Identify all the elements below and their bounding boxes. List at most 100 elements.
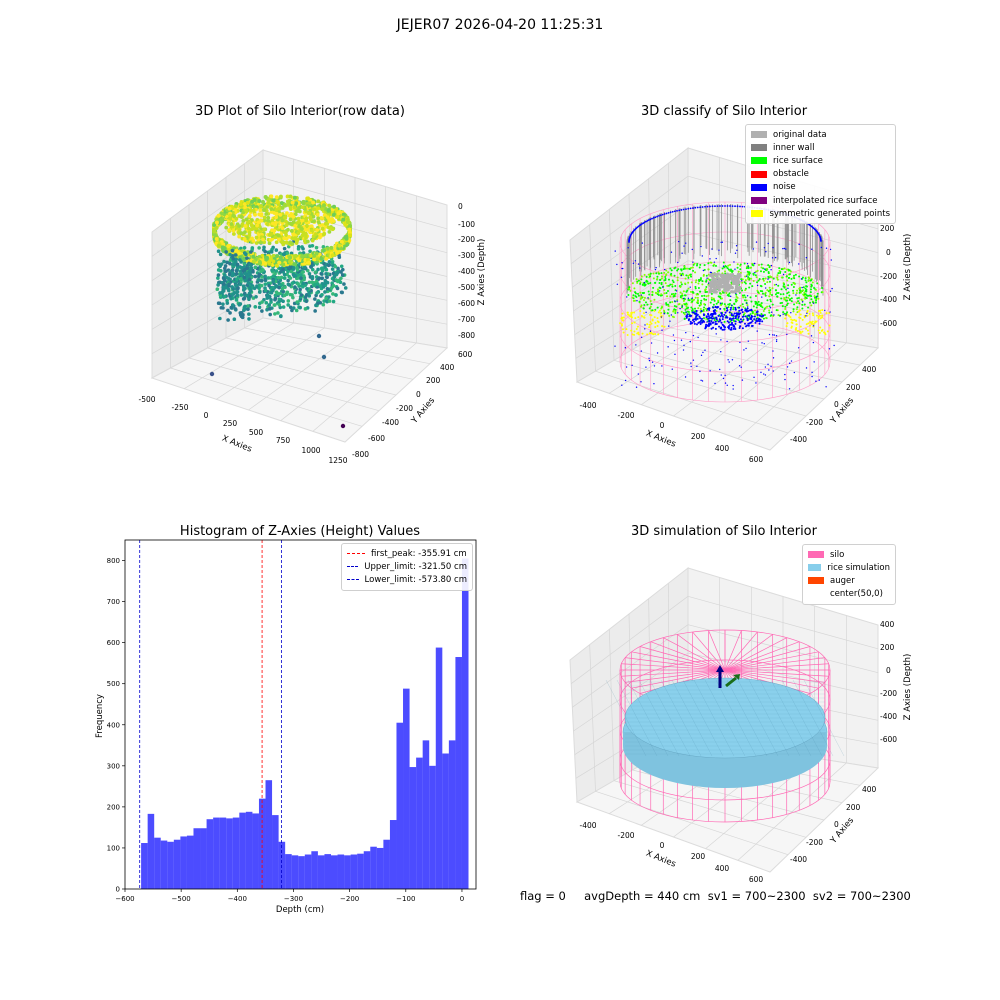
noise-point <box>682 208 685 211</box>
symmetric-point <box>661 325 664 328</box>
noise-point <box>734 268 736 270</box>
rice-surface-point <box>734 298 737 301</box>
rice-surface-point <box>754 274 757 277</box>
rice-surface-point <box>804 290 807 293</box>
noise-point <box>653 365 656 367</box>
rice-surface-point <box>647 282 650 285</box>
raw-point <box>260 309 264 313</box>
raw-point <box>255 223 259 228</box>
raw-point <box>253 305 258 309</box>
raw-point <box>251 254 256 259</box>
rice-surface-point <box>636 281 639 284</box>
rice-surface-point <box>656 288 659 291</box>
rice-surface-point <box>801 303 804 306</box>
raw-point <box>238 255 243 260</box>
raw-point <box>219 269 223 273</box>
rice-surface-point <box>674 266 677 269</box>
raw-ztick: -400 <box>458 267 475 276</box>
raw-point <box>321 302 326 307</box>
rice-surface-point <box>741 281 744 284</box>
classify-xtick: 0 <box>660 421 665 430</box>
raw-point <box>269 194 274 199</box>
noise-point <box>641 242 644 244</box>
noise-point <box>667 346 669 348</box>
noise-point <box>669 211 672 214</box>
noise-point <box>715 257 717 260</box>
noise-point <box>805 257 808 259</box>
classify-3d-plot[interactable]: -400 -200 0 200 400 600 400 200 0 -200 -… <box>500 0 1000 500</box>
histogram-bar <box>147 813 155 889</box>
histogram-frame <box>124 539 477 890</box>
noise-point <box>805 367 808 369</box>
original-data-point <box>728 276 733 280</box>
classify-xtick: -400 <box>579 401 596 410</box>
noise-point <box>760 371 762 374</box>
raw-point <box>245 200 250 205</box>
symmetric-point <box>806 314 809 317</box>
rice-surface-point <box>651 309 654 312</box>
raw-point <box>264 301 269 305</box>
symmetric-point <box>815 314 818 317</box>
noise-point <box>736 249 738 251</box>
rice-surface-point <box>704 291 707 294</box>
original-data-point <box>717 286 721 290</box>
classify-zlabel: Z Axies (Depth) <box>903 234 913 301</box>
raw-point <box>225 260 229 265</box>
original-data-point <box>725 272 729 276</box>
noise-point <box>661 365 663 367</box>
noise-point <box>710 316 713 319</box>
noise-point <box>770 264 773 267</box>
noise-point <box>727 321 730 324</box>
raw-point <box>327 260 332 264</box>
raw-point <box>320 226 325 231</box>
raw-3d-plot[interactable]: -500 -250 0 250 500 750 1000 1250 600 40… <box>0 0 500 500</box>
noise-point <box>724 205 726 207</box>
legend-swatch <box>751 170 767 178</box>
rice-surface-point <box>643 296 646 299</box>
histogram-chart[interactable]: −600 −500 −400 −300 −200 −100 0 01002003004005… <box>0 530 500 950</box>
raw-point <box>225 301 230 305</box>
raw-point <box>331 271 336 276</box>
rice-surface-point <box>696 302 699 305</box>
noise-point <box>732 317 735 320</box>
original-data-point <box>718 281 722 286</box>
simulation-xtick: 400 <box>715 864 730 873</box>
noise-point <box>755 317 758 320</box>
raw-point <box>293 223 297 228</box>
raw-ytick: -600 <box>368 434 385 443</box>
raw-point <box>243 278 248 283</box>
noise-point <box>708 307 711 310</box>
raw-point <box>282 293 287 298</box>
rice-surface-point <box>647 290 650 293</box>
rice-surface-point <box>766 289 769 292</box>
noise-point <box>699 317 702 320</box>
rice-surface-point <box>647 273 650 276</box>
noise-point <box>772 357 775 359</box>
raw-point <box>289 211 294 216</box>
rice-surface-point <box>787 284 790 287</box>
symmetric-point <box>637 316 640 319</box>
legend-label: interpolated rice surface <box>773 195 878 206</box>
raw-point <box>335 286 340 291</box>
noise-point <box>708 308 711 311</box>
rice-surface-point <box>755 306 758 309</box>
simulation-ztick: 400 <box>880 620 895 629</box>
noise-point <box>730 306 733 309</box>
symmetric-point <box>803 315 806 318</box>
noise-point <box>732 314 735 317</box>
raw-point <box>331 212 336 217</box>
simulation-3d-plot[interactable]: -400 -200 0 200 400 600 400 200 0 -200 -… <box>500 520 1000 960</box>
raw-point <box>324 256 329 261</box>
rice-surface-point <box>750 266 753 269</box>
original-data-point <box>719 274 724 278</box>
classify-xtick: 600 <box>749 455 764 464</box>
noise-point <box>701 317 704 320</box>
rice-surface-point <box>813 286 816 289</box>
rice-surface-point <box>767 264 770 267</box>
noise-point <box>732 324 735 327</box>
noise-point <box>677 261 679 264</box>
noise-point <box>712 306 715 309</box>
raw-point <box>220 290 225 294</box>
legend-entry: Upper_limit: -321.50 cm <box>347 560 467 573</box>
noise-point <box>665 212 668 215</box>
